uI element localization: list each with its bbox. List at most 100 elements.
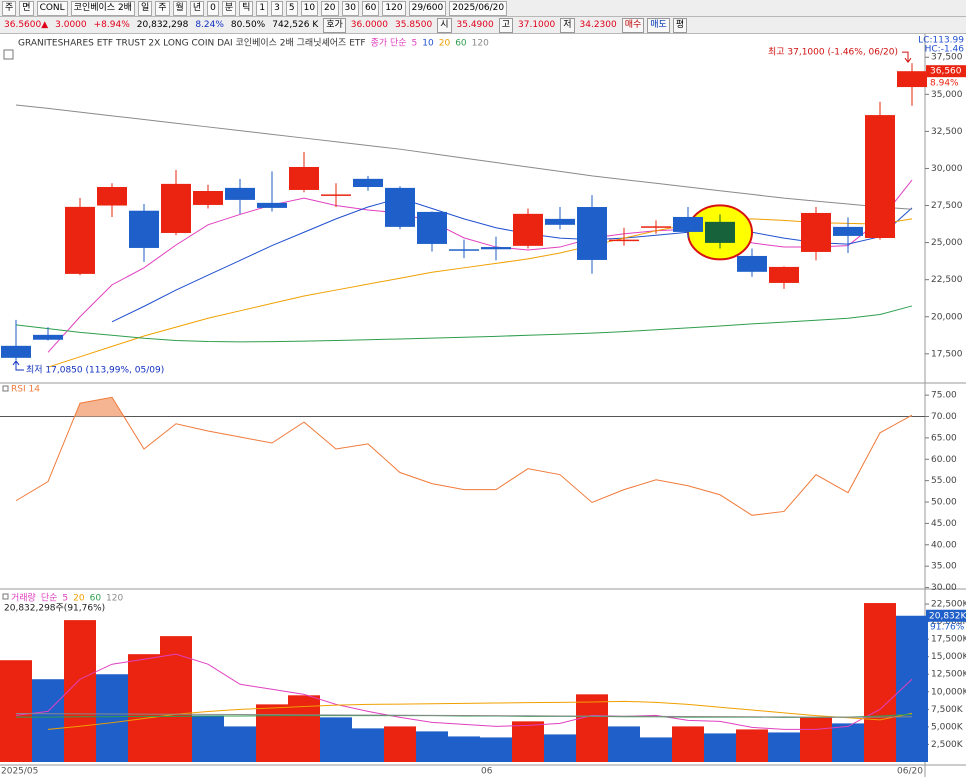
panel-title: RSI 14 xyxy=(11,385,40,395)
y-tick-label: 25,000 xyxy=(931,238,963,248)
legend-entry: 20 xyxy=(439,39,451,49)
low-note: 최저 17,0850 (113,99%, 05/09) xyxy=(26,364,164,375)
panel-icon[interactable] xyxy=(2,385,9,392)
y-tick-label: 40.00 xyxy=(931,540,957,550)
quote-field: 37.1000 xyxy=(518,19,556,30)
volume-bar xyxy=(256,704,288,762)
last-volume-tag xyxy=(926,609,966,622)
toolbar-button[interactable]: 3 xyxy=(271,0,283,16)
toolbar-button[interactable]: 60 xyxy=(361,0,380,16)
toolbar-button[interactable]: 10 xyxy=(300,0,319,16)
volume-bar xyxy=(832,723,864,762)
volume-bar xyxy=(896,615,928,762)
quote-field[interactable]: 호가 xyxy=(323,17,346,33)
volume-bar xyxy=(864,603,896,762)
y-tick-label: 27,500 xyxy=(931,201,963,211)
candle-body xyxy=(225,187,255,200)
quote-field: 80.50% xyxy=(230,19,266,30)
panel-icon[interactable] xyxy=(2,593,9,600)
toolbar-button[interactable]: 0 xyxy=(207,0,219,16)
quote-field[interactable]: 고 xyxy=(498,17,513,33)
toolbar-button[interactable]: 틱 xyxy=(239,0,254,16)
volume-bar xyxy=(800,717,832,762)
quote-field: 34.2300 xyxy=(579,19,617,30)
panel-title: 거래량 xyxy=(11,592,36,604)
legend-entry: 10 xyxy=(422,39,434,49)
candle-body xyxy=(129,210,159,248)
legend-prefix: 단순 xyxy=(41,593,58,604)
ma-line xyxy=(47,218,913,368)
legend-entry: 20 xyxy=(73,594,85,604)
toolbar-button[interactable]: 일 xyxy=(137,0,153,16)
y-tick-label: 35.00 xyxy=(931,562,957,572)
candle-body xyxy=(321,194,351,196)
toolbar-button[interactable]: 주 xyxy=(2,0,17,16)
legend-entry: 5 xyxy=(412,39,418,49)
volume-bar xyxy=(352,728,384,762)
toolbar-button[interactable]: CONL xyxy=(36,0,68,16)
quote-field: 742,526 K xyxy=(272,19,319,30)
candle-body xyxy=(833,226,863,236)
volume-bar xyxy=(512,721,544,762)
quote-field: 35.8500 xyxy=(395,19,433,30)
x-tick-label: 2025/05 xyxy=(1,767,38,777)
toolbar-button[interactable]: 120 xyxy=(382,0,406,16)
toolbar: 주 면 CONL 코인베이스 2배 일 주 월 년 0 분 틱 1 3 5 10 20 30 60 120 29/60… xyxy=(0,0,966,17)
toolbar-button[interactable]: 면 xyxy=(19,0,34,16)
candle-body xyxy=(577,207,607,260)
volume-bar xyxy=(96,674,128,762)
note-arrow xyxy=(902,51,912,64)
quote-field[interactable]: 저 xyxy=(560,17,575,33)
volume-bar xyxy=(288,695,320,762)
toolbar-button[interactable]: 29/600 xyxy=(408,0,447,16)
panel-subtitle: 20,832,298주(91,76%) xyxy=(4,603,105,614)
quote-field[interactable]: 시 xyxy=(437,17,452,33)
ma-line xyxy=(15,104,913,210)
y-tick-label: 22,500K xyxy=(931,600,966,610)
toolbar-button[interactable]: 분 xyxy=(221,0,237,16)
last-price-tag xyxy=(926,65,966,78)
toolbar-button[interactable]: 년 xyxy=(189,0,205,16)
candle-body xyxy=(257,202,287,208)
y-tick-label: 45.00 xyxy=(931,519,957,529)
legend-entry: 60 xyxy=(90,594,102,604)
volume-ma-line xyxy=(15,653,913,730)
volume-bar xyxy=(736,729,768,762)
quote-field: 20,832,298 xyxy=(136,19,189,30)
change-label: 8.94% xyxy=(930,79,959,89)
quote-field: +8.94% xyxy=(93,19,130,30)
panel-icon[interactable] xyxy=(3,49,14,60)
volume-bar xyxy=(160,636,192,762)
quote-field[interactable]: 평 xyxy=(672,17,688,33)
quote-field[interactable]: 매도 xyxy=(647,17,670,33)
toolbar-button[interactable]: 주 xyxy=(155,0,170,16)
high-note: 최고 37,1000 (-1.46%, 06/20) xyxy=(768,47,898,58)
quote-field[interactable]: 매수 xyxy=(621,17,645,33)
y-tick-label: 17,500 xyxy=(931,349,963,359)
candle-body xyxy=(353,178,383,187)
y-tick-label: 12,500K xyxy=(931,670,966,680)
y-tick-label: 22,500 xyxy=(931,275,963,285)
volume-bar xyxy=(480,737,512,762)
ma-line xyxy=(111,197,913,323)
y-tick-label: 70.00 xyxy=(931,412,957,422)
candle-body xyxy=(193,191,223,205)
legend-entry: 60 xyxy=(455,39,467,49)
toolbar-button[interactable]: 월 xyxy=(172,0,187,16)
toolbar-button[interactable]: 5 xyxy=(285,0,298,16)
volume-bar xyxy=(672,726,704,762)
last-price-label: 36,560 xyxy=(930,67,962,77)
y-tick-label: 7,500K xyxy=(931,705,964,715)
toolbar-button[interactable]: 코인베이스 2배 xyxy=(70,0,135,16)
volume-bar xyxy=(192,715,224,762)
volume-bar xyxy=(0,660,32,762)
toolbar-button[interactable]: 2025/06/20 xyxy=(449,0,508,16)
volume-bar xyxy=(416,731,448,762)
y-tick-label: 2,500K xyxy=(931,740,964,750)
toolbar-button[interactable]: 1 xyxy=(256,0,269,16)
last-volume-label: 20,832K xyxy=(929,611,966,621)
toolbar-button[interactable]: 30 xyxy=(341,0,359,16)
volume-bar xyxy=(448,736,480,762)
toolbar-button[interactable]: 20 xyxy=(321,0,339,16)
